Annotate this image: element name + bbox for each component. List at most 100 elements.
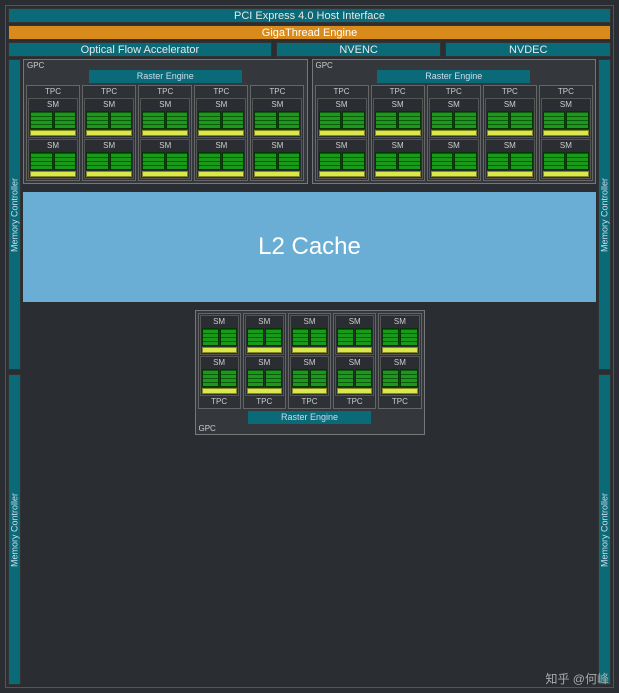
sm-block: SM [252, 98, 302, 138]
sm-block: SM [140, 139, 190, 179]
optical-flow-accelerator: Optical Flow Accelerator [8, 42, 272, 57]
cuda-cores [247, 328, 282, 346]
tensor-core [247, 347, 282, 353]
tensor-core [292, 388, 327, 394]
sm-block: SM [541, 139, 591, 179]
tpc-label: TPC [245, 397, 284, 407]
tpc-block: TPCSMSM [483, 85, 537, 181]
sm-label: SM [202, 317, 237, 327]
sm-block: SM [290, 356, 329, 396]
engine-row: Optical Flow Accelerator NVENC NVDEC [8, 42, 611, 57]
tensor-core [292, 347, 327, 353]
cuda-cores [375, 152, 421, 170]
tpc-block: TPCSMSM [250, 85, 304, 181]
cuda-cores [30, 152, 76, 170]
sm-block: SM [140, 98, 190, 138]
cuda-cores [319, 111, 365, 129]
sm-label: SM [375, 100, 421, 110]
sm-block: SM [245, 315, 284, 355]
pci-interface: PCI Express 4.0 Host Interface [8, 8, 611, 23]
sm-label: SM [319, 141, 365, 151]
tensor-core [487, 171, 533, 177]
tpc-block: SMSMTPC [198, 313, 241, 409]
sm-label: SM [431, 141, 477, 151]
gpc-row-bottom: SMSMTPCSMSMTPCSMSMTPCSMSMTPCSMSMTPCRaste… [23, 310, 596, 435]
tensor-core [487, 130, 533, 136]
cuda-cores [319, 152, 365, 170]
cuda-cores [142, 152, 188, 170]
cuda-cores [337, 369, 372, 387]
sm-label: SM [86, 141, 132, 151]
tpc-block: TPCSMSM [82, 85, 136, 181]
cuda-cores [202, 369, 237, 387]
mid-column: GPCRaster EngineTPCSMSMTPCSMSMTPCSMSMTPC… [23, 59, 596, 685]
gpc-row-top: GPCRaster EngineTPCSMSMTPCSMSMTPCSMSMTPC… [23, 59, 596, 184]
sm-block: SM [317, 98, 367, 138]
tensor-core [30, 171, 76, 177]
sm-label: SM [487, 141, 533, 151]
sm-label: SM [86, 100, 132, 110]
nvdec-block: NVDEC [445, 42, 611, 57]
tpc-block: SMSMTPC [378, 313, 421, 409]
cuda-cores [30, 111, 76, 129]
sm-label: SM [30, 141, 76, 151]
gpc-block: GPCRaster EngineTPCSMSMTPCSMSMTPCSMSMTPC… [23, 59, 308, 184]
tpc-label: TPC [335, 397, 374, 407]
raster-engine: Raster Engine [377, 70, 530, 83]
tensor-core [254, 130, 300, 136]
tpc-label: TPC [373, 87, 423, 97]
sm-block: SM [84, 98, 134, 138]
tpc-row: TPCSMSMTPCSMSMTPCSMSMTPCSMSMTPCSMSM [26, 85, 305, 181]
sm-block: SM [485, 98, 535, 138]
sm-block: SM [200, 356, 239, 396]
tpc-label: TPC [429, 87, 479, 97]
memory-controller: Memory Controller [8, 59, 21, 370]
memory-controller: Memory Controller [8, 374, 21, 685]
memory-controller: Memory Controller [598, 59, 611, 370]
sm-block: SM [335, 356, 374, 396]
tpc-block: TPC SM SM [427, 85, 481, 181]
cuda-cores [247, 369, 282, 387]
tensor-core [198, 130, 244, 136]
cuda-cores [382, 369, 417, 387]
tpc-label: TPC [252, 87, 302, 97]
cuda-cores [431, 152, 477, 170]
cuda-cores [382, 328, 417, 346]
sm-label: SM [292, 358, 327, 368]
tensor-core [543, 171, 589, 177]
tensor-core [30, 130, 76, 136]
sm-label: SM [431, 100, 477, 110]
cuda-cores [487, 111, 533, 129]
watermark: 知乎 @何峰 [545, 670, 609, 687]
sm-label: SM [254, 141, 300, 151]
tpc-block: TPCSMSM [26, 85, 80, 181]
memory-controllers-left: Memory Controller Memory Controller [8, 59, 21, 685]
tpc-label: TPC [541, 87, 591, 97]
cuda-cores [375, 111, 421, 129]
sm-block: SM [290, 315, 329, 355]
tpc-label: TPC [140, 87, 190, 97]
sm-label: SM [337, 358, 372, 368]
sm-label: SM [375, 141, 421, 151]
tpc-label: TPC [200, 397, 239, 407]
sm-label: SM [319, 100, 365, 110]
cuda-cores [337, 328, 372, 346]
raster-engine: Raster Engine [89, 70, 242, 83]
gpc-label: GPC [27, 61, 44, 70]
tensor-core [202, 388, 237, 394]
tpc-label: TPC [317, 87, 367, 97]
tensor-core [319, 130, 365, 136]
raster-engine: Raster Engine [248, 411, 371, 424]
cuda-cores [198, 111, 244, 129]
sm-label: SM [487, 100, 533, 110]
sm-block: SM [335, 315, 374, 355]
sm-label: SM [30, 100, 76, 110]
tensor-core [86, 130, 132, 136]
cuda-cores [254, 111, 300, 129]
sm-block: SM [429, 139, 479, 179]
tensor-core [142, 171, 188, 177]
cuda-cores [254, 152, 300, 170]
sm-label: SM [142, 100, 188, 110]
tensor-core [142, 130, 188, 136]
sm-label: SM [382, 317, 417, 327]
